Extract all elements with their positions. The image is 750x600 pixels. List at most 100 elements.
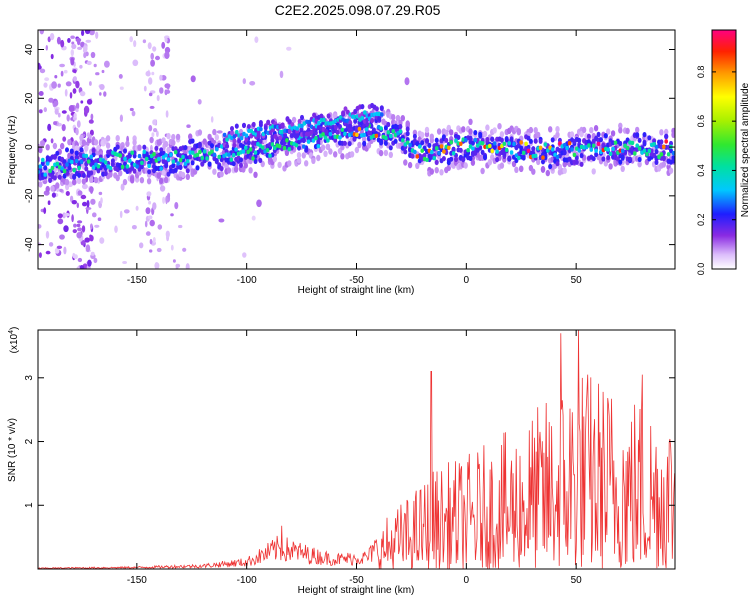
spectral-mark xyxy=(645,152,649,157)
spectral-mark xyxy=(225,137,229,142)
spectral-mark xyxy=(326,138,330,143)
spectral-mark xyxy=(164,153,168,158)
noise-mark xyxy=(95,31,99,39)
spectral-mark xyxy=(366,142,372,149)
noise-mark xyxy=(144,220,148,228)
spectral-mark xyxy=(45,185,50,193)
noise-mark xyxy=(118,74,123,79)
noise-mark xyxy=(67,38,71,43)
spectral-mark xyxy=(84,145,89,152)
spectral-mark xyxy=(439,169,444,176)
spectral-mark xyxy=(205,156,209,161)
spectral-mark xyxy=(164,163,169,169)
noise-mark xyxy=(72,229,78,234)
spectral-mark xyxy=(379,140,384,146)
noise-mark xyxy=(75,102,80,110)
spectral-mark xyxy=(618,127,623,134)
spectral-mark xyxy=(219,144,224,149)
spectral-mark xyxy=(241,149,246,154)
noise-mark xyxy=(85,244,91,252)
spectral-mark xyxy=(343,131,347,136)
spectral-mark xyxy=(152,152,156,157)
noise-mark xyxy=(131,225,137,230)
spectral-mark xyxy=(108,171,113,178)
spectral-mark xyxy=(79,159,84,164)
spectral-mark xyxy=(217,154,221,160)
spectral-mark xyxy=(91,147,96,153)
noise-mark xyxy=(95,72,100,76)
spectral-mark xyxy=(507,155,512,161)
noise-mark xyxy=(89,129,94,136)
spectral-mark xyxy=(74,158,79,164)
spectral-mark xyxy=(340,153,345,160)
spectral-mark xyxy=(270,138,275,144)
spectral-mark xyxy=(451,147,456,153)
spectral-mark xyxy=(43,172,47,177)
spectral-mark xyxy=(57,174,62,180)
spectral-mark xyxy=(159,147,164,153)
spectral-mark xyxy=(128,158,132,163)
spectral-mark xyxy=(338,135,342,140)
spectral-mark xyxy=(574,155,579,161)
spectral-mark xyxy=(324,128,329,134)
spectral-mark xyxy=(611,146,615,152)
spectral-mark xyxy=(625,127,630,135)
spectral-mark xyxy=(197,141,202,147)
spectral-mark xyxy=(594,148,598,153)
spectral-mark xyxy=(178,157,183,163)
noise-mark xyxy=(51,192,57,198)
noise-mark xyxy=(94,224,100,228)
noise-mark xyxy=(86,98,93,105)
spectral-mark xyxy=(55,150,60,156)
spectral-mark xyxy=(115,174,120,182)
spectral-mark xyxy=(606,128,611,135)
spectral-mark xyxy=(439,144,444,149)
spectral-mark xyxy=(601,156,606,162)
spectral-mark xyxy=(130,150,134,155)
spectral-mark xyxy=(322,117,326,123)
x-tick-label: -100 xyxy=(237,575,257,586)
spectral-mark xyxy=(67,139,72,146)
spectral-mark xyxy=(654,159,659,165)
spectral-mark xyxy=(233,166,239,173)
spectral-mark xyxy=(67,165,72,171)
spectral-mark xyxy=(470,159,476,166)
spectral-mark xyxy=(436,128,442,135)
spectral-mark xyxy=(86,159,91,164)
spectral-mark xyxy=(259,127,263,132)
spectral-mark xyxy=(485,124,490,131)
spectral-mark xyxy=(317,120,321,126)
spectral-mark xyxy=(140,160,144,166)
spectral-mark xyxy=(545,169,550,177)
noise-mark xyxy=(83,105,90,114)
spectral-mark xyxy=(594,151,599,158)
spectral-mark xyxy=(628,156,632,162)
spectral-mark xyxy=(487,159,492,166)
spectral-mark xyxy=(589,127,594,134)
spectral-mark xyxy=(72,179,77,186)
spectral-mark xyxy=(273,145,277,151)
spectral-mark xyxy=(300,123,304,129)
spectral-mark xyxy=(618,140,623,147)
noise-mark xyxy=(75,108,79,113)
noise-mark xyxy=(76,232,82,239)
spectral-mark xyxy=(335,129,340,135)
spectral-mark xyxy=(524,141,528,146)
noise-mark xyxy=(53,100,59,107)
spectral-mark xyxy=(45,161,50,166)
noise-mark xyxy=(70,57,75,66)
noise-mark xyxy=(149,219,155,227)
spectral-mark xyxy=(642,141,647,147)
spectral-mark xyxy=(214,158,219,164)
spectral-mark xyxy=(504,137,509,143)
spectral-mark xyxy=(180,171,186,179)
spectral-mark xyxy=(272,155,277,163)
spectral-mark xyxy=(76,177,82,185)
spectral-mark xyxy=(256,133,261,139)
spectral-mark xyxy=(266,119,271,126)
spectral-mark xyxy=(45,144,50,151)
noise-mark xyxy=(73,254,78,260)
spectral-mark xyxy=(185,173,190,180)
spectral-mark xyxy=(497,123,502,130)
spectral-mark xyxy=(418,144,422,149)
